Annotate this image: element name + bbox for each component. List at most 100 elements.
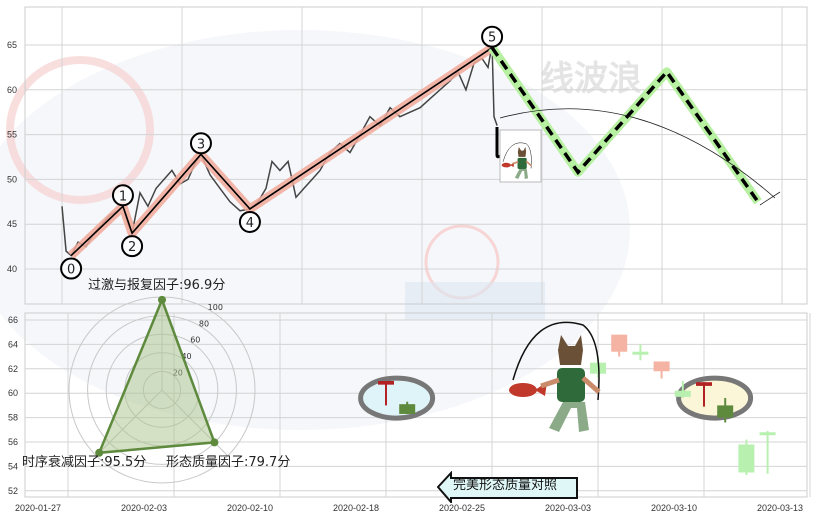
y-tick-label: 54 — [8, 461, 18, 471]
radar-ring-label: 40 — [181, 352, 191, 361]
wave-point-marker — [111, 184, 134, 207]
fish-icon — [509, 383, 537, 397]
fishing-rod-icon — [502, 142, 532, 169]
y-tick-label: 56 — [8, 437, 18, 447]
y-tick-label: 65 — [7, 40, 17, 50]
candle — [759, 431, 776, 474]
radar-chart: 20406080100过激与报复因子:96.9分时序衰减因子:95.5分形态质量… — [22, 278, 290, 484]
logo-watermark-box — [405, 282, 545, 320]
candle-body — [674, 390, 691, 397]
x-tick-label: 2020-03-13 — [757, 503, 803, 513]
fish-icon — [501, 162, 511, 168]
wave-point-label: 2 — [128, 240, 136, 255]
candle — [653, 361, 670, 379]
radar-ring-label: 80 — [199, 319, 209, 328]
price-drop-marker — [495, 127, 501, 159]
candle-body — [399, 404, 416, 414]
plot-frame — [24, 312, 808, 498]
radar-axis-label: 过激与报复因子:96.9分 — [88, 278, 225, 293]
wave-point-label: 0 — [67, 263, 75, 278]
fisherman-figure — [501, 142, 532, 179]
x-tick-label: 2020-02-25 — [439, 503, 485, 513]
y-tick-label: 52 — [8, 486, 18, 496]
arrow-left-icon — [437, 471, 578, 503]
fisherman-figure — [509, 321, 601, 432]
perfect-pattern-compare-button[interactable]: 完美形态质量对照 — [437, 471, 579, 503]
wave-point-marker — [121, 235, 144, 258]
x-tick-label: 2020-03-03 — [545, 503, 591, 513]
y-tick-label: 66 — [8, 315, 18, 325]
radar-area — [97, 296, 217, 455]
fisherman-illustration — [501, 142, 601, 432]
radar-ring-label: 100 — [208, 303, 223, 312]
projection-highlight — [488, 45, 762, 205]
radar-ring-label: 60 — [190, 336, 200, 345]
dog-head-icon — [517, 146, 527, 157]
candle — [399, 401, 416, 414]
arm-icon — [581, 376, 601, 394]
pattern-highlight-ellipse — [358, 375, 436, 421]
pants-icon — [514, 169, 529, 179]
candle-body — [759, 432, 776, 436]
candle-body — [653, 361, 670, 372]
wave-point-marker — [481, 25, 504, 48]
x-tick-label: 2020-01-27 — [15, 503, 61, 513]
wave-point-label: 5 — [488, 31, 496, 46]
candle — [378, 381, 394, 406]
arm-icon — [511, 161, 519, 165]
candle-body — [717, 405, 734, 418]
x-tick-label: 2020-03-10 — [651, 503, 697, 513]
seal-watermark — [6, 56, 154, 204]
candle-body — [632, 351, 649, 355]
candle-body — [696, 382, 712, 386]
radar-vertex — [158, 295, 166, 304]
wave-point-marker — [189, 132, 212, 155]
radar-axis-label: 形态质量因子:79.7分 — [166, 455, 290, 470]
arm-icon — [525, 160, 532, 167]
y-tick-label: 58 — [8, 413, 18, 423]
y-tick-label: 45 — [7, 219, 17, 229]
y-tick-label: 62 — [8, 364, 18, 374]
candle-body — [738, 444, 755, 473]
radar-vertex — [210, 438, 219, 447]
candle-body — [378, 381, 394, 385]
compare-button-label: 完美形态质量对照 — [453, 478, 558, 493]
shirt-icon — [557, 368, 585, 402]
wave-point-label: 3 — [197, 137, 205, 152]
x-tick-label: 2020-02-10 — [227, 503, 273, 513]
candle — [696, 382, 712, 407]
wave-point-marker — [238, 210, 261, 233]
wave-line — [70, 47, 493, 257]
radar-axis-label: 时序衰减因子:95.5分 — [22, 454, 146, 470]
y-tick-label: 40 — [7, 264, 17, 274]
x-tick-label: 2020-02-03 — [121, 503, 167, 513]
candle-body — [611, 334, 628, 352]
radar-vertex — [95, 448, 104, 457]
y-tick-label: 55 — [7, 130, 17, 140]
wave-point-label: 4 — [246, 216, 254, 231]
candle — [632, 344, 649, 361]
candle-body — [590, 362, 606, 374]
candle — [611, 334, 628, 357]
wave-point-label: 1 — [119, 189, 127, 204]
candle — [717, 398, 734, 423]
x-tick-label: 2020-02-18 — [333, 503, 379, 513]
arm-icon — [540, 377, 560, 389]
candle — [738, 439, 755, 475]
dog-head-icon — [558, 335, 583, 365]
y-tick-label: 50 — [7, 174, 17, 184]
fishing-rod-icon — [512, 321, 600, 401]
wave-point-marker — [60, 257, 83, 280]
pants-icon — [549, 402, 589, 432]
y-tick-label: 64 — [8, 339, 18, 349]
shirt-icon — [517, 157, 527, 170]
candle — [674, 381, 691, 399]
pattern-highlight-ellipse — [676, 375, 754, 421]
watermark-text: 线波浪 — [540, 59, 642, 99]
arc-end-tick — [759, 191, 781, 206]
y-tick-label: 60 — [7, 85, 17, 95]
plot-frame — [24, 6, 808, 305]
projection-arc — [499, 108, 776, 199]
